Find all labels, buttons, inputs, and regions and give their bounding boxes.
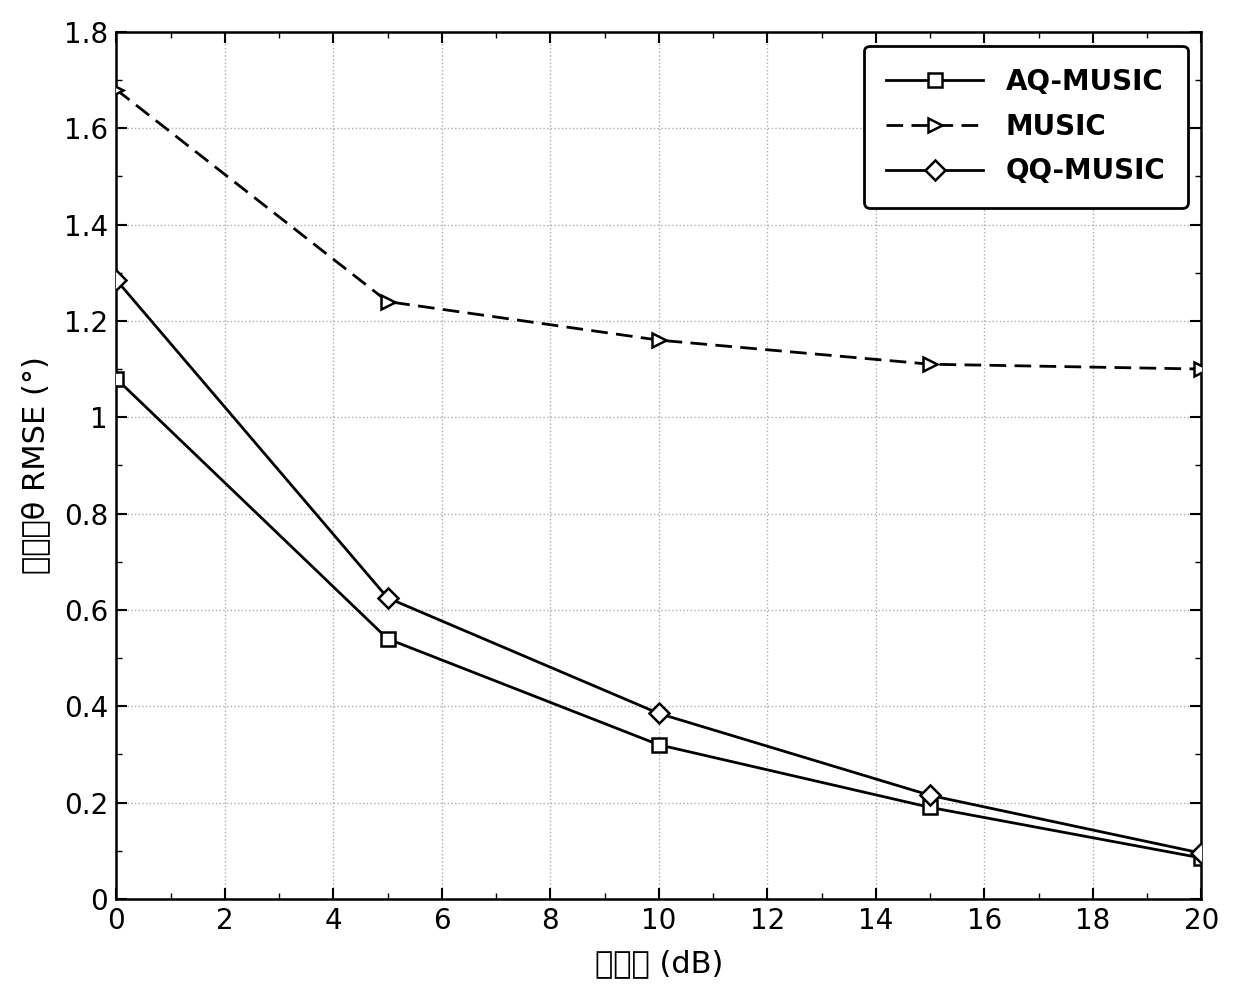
X-axis label: 信噪比 (dB): 信噪比 (dB) [595,949,723,978]
Legend: AQ-MUSIC, MUSIC, QQ-MUSIC: AQ-MUSIC, MUSIC, QQ-MUSIC [864,46,1188,208]
QQ-MUSIC [109,274,124,286]
AQ-MUSIC [923,801,937,813]
AQ-MUSIC [381,632,396,644]
MUSIC [109,84,124,96]
QQ-MUSIC [923,789,937,801]
Line: AQ-MUSIC: AQ-MUSIC [109,372,1209,865]
Line: MUSIC: MUSIC [109,83,1209,376]
AQ-MUSIC [1194,852,1209,864]
AQ-MUSIC [651,739,666,751]
QQ-MUSIC [651,707,666,719]
AQ-MUSIC [109,373,124,385]
MUSIC [381,296,396,308]
MUSIC [651,334,666,346]
MUSIC [923,359,937,371]
Y-axis label: 方位角θ RMSE (°): 方位角θ RMSE (°) [21,357,50,574]
MUSIC [1194,363,1209,375]
Line: QQ-MUSIC: QQ-MUSIC [109,273,1209,860]
QQ-MUSIC [1194,847,1209,859]
QQ-MUSIC [381,591,396,603]
